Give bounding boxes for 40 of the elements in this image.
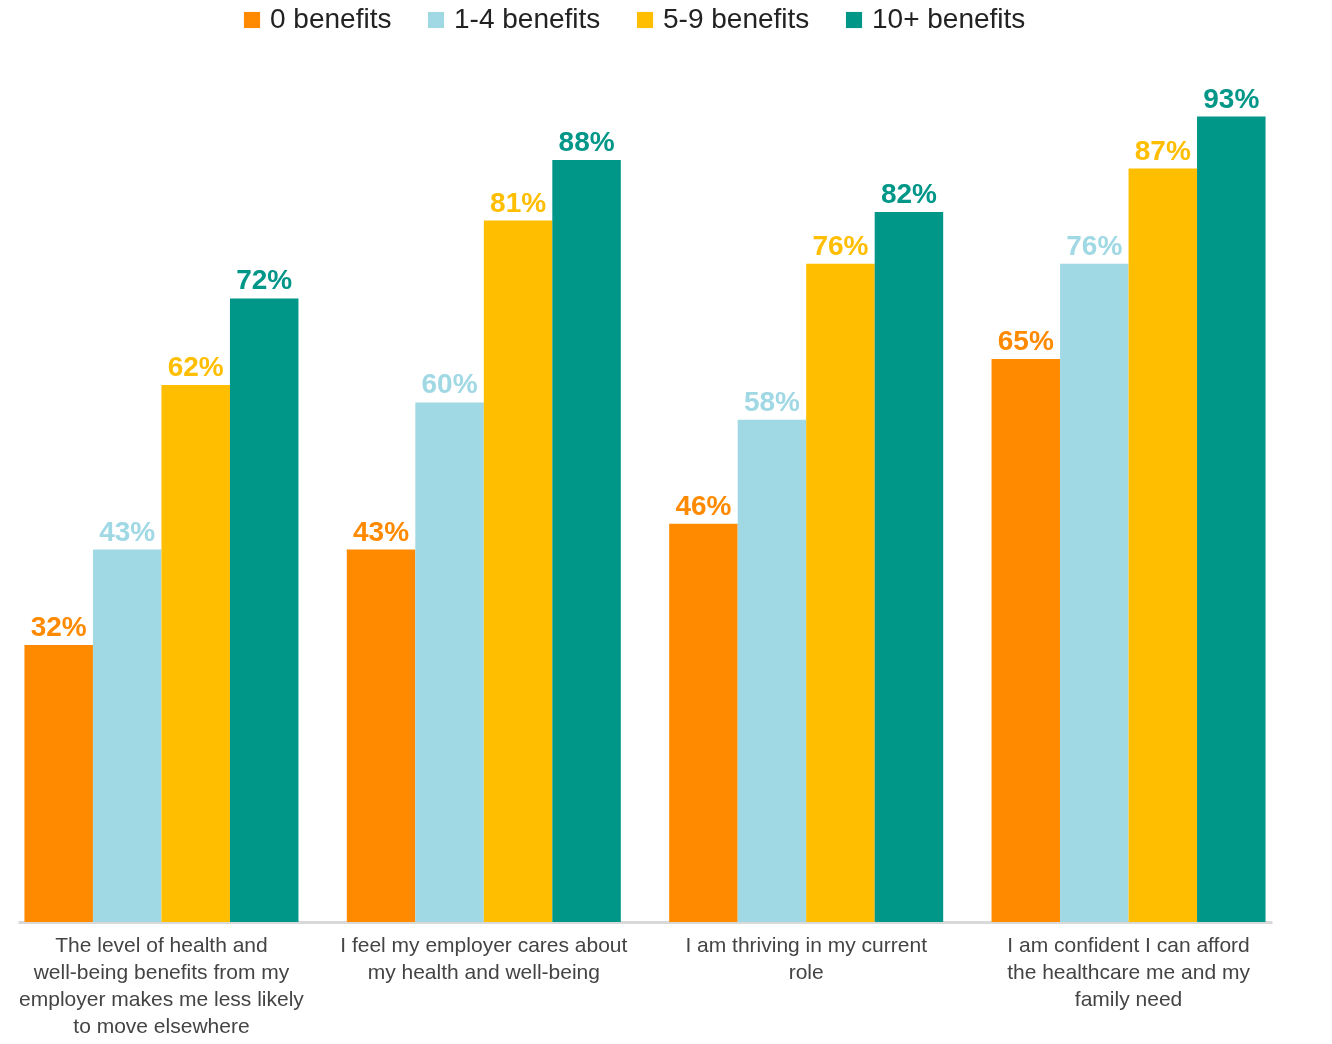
bar bbox=[669, 523, 738, 922]
data-label: 81% bbox=[490, 186, 547, 218]
data-label: 62% bbox=[167, 351, 224, 383]
bar bbox=[991, 359, 1061, 922]
x-tick-label: The level of health and well-being benefits from my employer makes me less likely to move elsewhere bbox=[19, 932, 305, 1037]
bar bbox=[161, 385, 230, 922]
data-label: 65% bbox=[997, 325, 1054, 357]
bar bbox=[415, 402, 484, 922]
bar bbox=[874, 211, 944, 922]
data-label: 32% bbox=[30, 610, 87, 642]
bar bbox=[806, 263, 875, 922]
bar bbox=[483, 220, 553, 922]
bar bbox=[346, 549, 416, 922]
x-tick-label: I am confident I can afford the healthcare me and my family need bbox=[1007, 932, 1251, 1010]
x-tick-label: I feel my employer cares about my health and well-being bbox=[340, 932, 628, 983]
data-label: 43% bbox=[99, 515, 156, 547]
bar bbox=[1197, 116, 1266, 922]
bar bbox=[1128, 168, 1198, 922]
bar bbox=[229, 298, 299, 922]
x-tick-label: I am thriving in my current role bbox=[685, 932, 928, 983]
bar bbox=[737, 419, 807, 922]
data-label: 87% bbox=[1134, 134, 1191, 166]
data-label: 46% bbox=[675, 489, 732, 521]
legend-label: 10+ benefits bbox=[872, 3, 1026, 34]
bar bbox=[1060, 263, 1129, 922]
data-label: 82% bbox=[880, 177, 938, 209]
bar bbox=[552, 159, 621, 922]
data-label: 60% bbox=[421, 368, 478, 400]
data-label: 76% bbox=[1066, 229, 1123, 261]
data-label: 58% bbox=[743, 385, 801, 417]
legend-label: 0 benefits bbox=[270, 3, 392, 34]
data-label: 72% bbox=[236, 264, 293, 296]
bar bbox=[92, 549, 162, 922]
data-label: 43% bbox=[353, 515, 410, 547]
legend-label: 5-9 benefits bbox=[663, 3, 810, 34]
data-label: 76% bbox=[812, 229, 869, 261]
bar bbox=[24, 644, 93, 922]
data-label: 93% bbox=[1203, 82, 1260, 114]
data-label: 88% bbox=[558, 125, 615, 157]
legend-label: 1-4 benefits bbox=[454, 3, 601, 34]
